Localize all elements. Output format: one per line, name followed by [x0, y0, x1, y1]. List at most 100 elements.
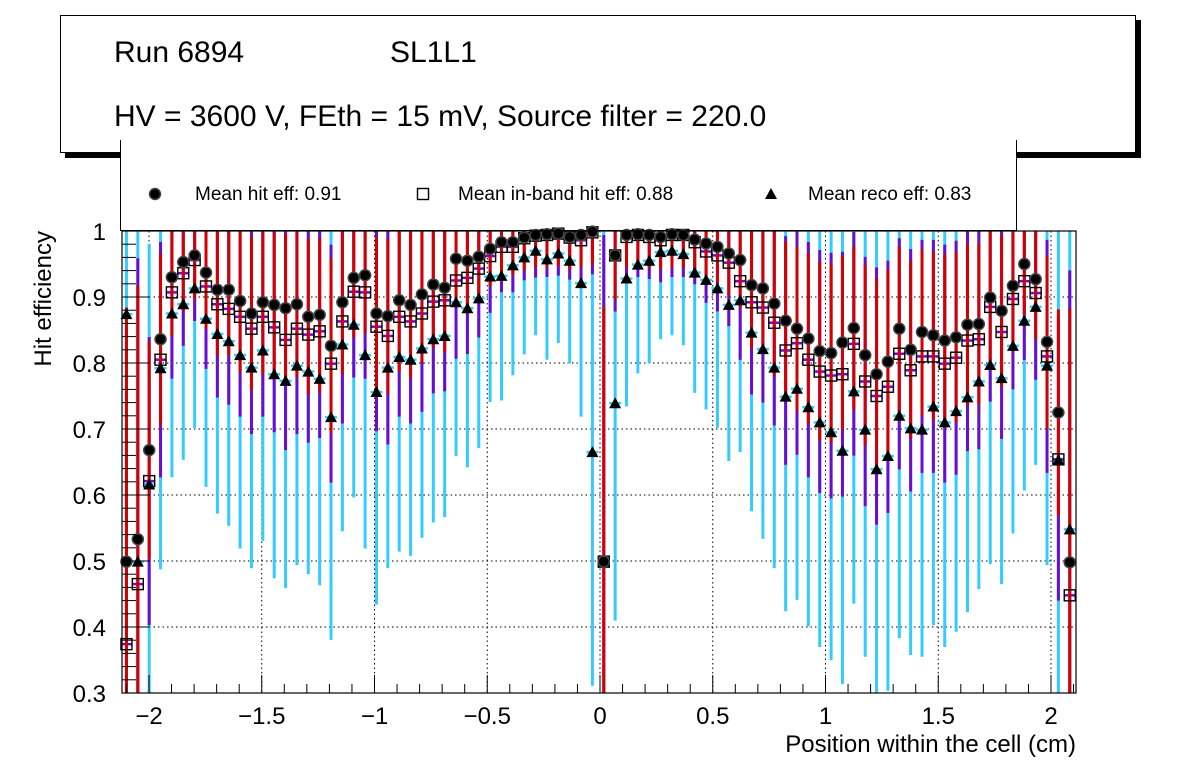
data-point-triangle — [654, 246, 667, 258]
data-point-circle — [1006, 279, 1020, 293]
data-point-circle — [324, 339, 338, 353]
data-point-circle — [813, 344, 826, 358]
data-point-circle — [427, 278, 440, 291]
data-point-circle — [768, 297, 781, 310]
x-tick-label: −0.5 — [464, 703, 511, 730]
data-point-triangle — [745, 326, 758, 338]
data-point-open-square — [927, 350, 940, 363]
plot-frame — [121, 230, 1077, 694]
data-point-triangle — [188, 282, 201, 294]
data-point-triangle — [177, 298, 190, 310]
x-tick-label: −2 — [135, 703, 162, 730]
data-point-circle — [961, 318, 974, 331]
data-point-triangle — [802, 401, 815, 413]
data-point-circle — [654, 230, 667, 244]
data-point-triangle — [631, 258, 644, 270]
data-point-open-square — [1006, 292, 1020, 306]
plot-area — [122, 231, 1076, 693]
data-point-circle — [142, 443, 156, 457]
data-point-open-square — [438, 294, 451, 307]
data-point-circle — [733, 253, 747, 267]
legend-hit-marker-icon — [148, 187, 162, 201]
data-point-triangle — [268, 368, 281, 380]
data-point-triangle — [211, 327, 224, 339]
data-point-circle — [506, 235, 520, 249]
y-tick-label: 0.7 — [73, 417, 106, 444]
data-point-circle — [120, 555, 133, 568]
data-point-circle — [313, 308, 326, 322]
data-point-triangle — [665, 244, 678, 256]
data-point-circle — [438, 281, 451, 295]
data-point-triangle — [609, 397, 622, 409]
layer-label: SL1L1 — [390, 36, 477, 69]
data-point-triangle — [347, 318, 360, 330]
data-point-circle — [358, 268, 372, 282]
data-point-circle — [188, 249, 201, 262]
data-point-circle — [290, 298, 304, 311]
data-point-circle — [756, 282, 770, 295]
data-point-open-square — [893, 347, 906, 360]
conditions-label: HV = 3600 V, FEth = 15 mV, Source filter… — [114, 100, 767, 133]
data-point-open-square — [199, 280, 213, 293]
x-tick-label: 0 — [593, 703, 606, 730]
x-tick-label: 1.5 — [922, 703, 955, 730]
data-point-circle — [881, 355, 895, 368]
data-point-triangle — [370, 386, 383, 398]
data-point-triangle — [404, 353, 417, 365]
data-point-open-square — [313, 325, 326, 338]
data-point-circle — [608, 249, 622, 262]
data-point-open-square — [336, 315, 349, 328]
data-point-circle — [131, 532, 145, 546]
data-point-circle — [199, 266, 213, 279]
data-point-open-square — [881, 380, 895, 393]
data-point-triangle — [359, 349, 372, 361]
data-point-triangle — [972, 375, 985, 387]
x-tick-label: 1 — [819, 703, 832, 730]
x-tick-label: 2 — [1044, 703, 1057, 730]
data-point-open-square — [858, 375, 872, 388]
data-point-circle — [1029, 272, 1042, 286]
data-point-circle — [983, 291, 997, 304]
y-tick-label: 0.9 — [73, 285, 106, 312]
data-point-open-square — [358, 286, 372, 299]
data-point-circle — [858, 348, 872, 362]
data-point-circle — [938, 334, 951, 347]
data-point-circle — [563, 230, 576, 244]
data-point-triangle — [904, 422, 917, 434]
data-point-open-square — [233, 310, 247, 323]
data-point-triangle — [506, 259, 519, 271]
data-point-open-square — [904, 364, 917, 377]
data-point-circle — [836, 336, 849, 349]
data-point-triangle — [836, 444, 849, 456]
data-point-circle — [336, 296, 349, 309]
data-point-circle — [245, 307, 258, 320]
data-point-triangle — [938, 416, 951, 428]
data-point-open-square — [1029, 286, 1042, 300]
data-point-circle — [779, 314, 792, 328]
data-point-circle — [699, 237, 713, 250]
data-point-circle — [449, 252, 463, 265]
legend-inband-label: Mean in-band hit eff: 0.88 — [458, 184, 674, 205]
data-point-triangle — [200, 312, 213, 324]
data-point-triangle — [1029, 300, 1042, 312]
x-tick-label: −1 — [361, 703, 388, 730]
data-point-circle — [552, 227, 565, 240]
data-point-circle — [927, 329, 940, 342]
y-tick-label: 1 — [93, 219, 106, 246]
data-point-open-square — [995, 325, 1008, 339]
data-point-triangle — [165, 307, 178, 319]
data-point-triangle — [484, 270, 497, 282]
data-point-open-square — [415, 307, 429, 320]
data-point-triangle — [1063, 523, 1076, 535]
data-point-triangle — [711, 282, 724, 294]
x-tick-label: 0.5 — [696, 703, 729, 730]
data-point-triangle — [859, 423, 872, 435]
data-point-circle — [995, 304, 1008, 318]
title-box — [60, 15, 1136, 153]
data-point-circle — [381, 309, 395, 323]
data-point-triangle — [916, 423, 929, 435]
data-point-triangle — [756, 343, 769, 355]
data-point-open-square — [972, 333, 986, 346]
data-point-triangle — [563, 254, 576, 266]
data-point-open-square — [836, 368, 849, 381]
